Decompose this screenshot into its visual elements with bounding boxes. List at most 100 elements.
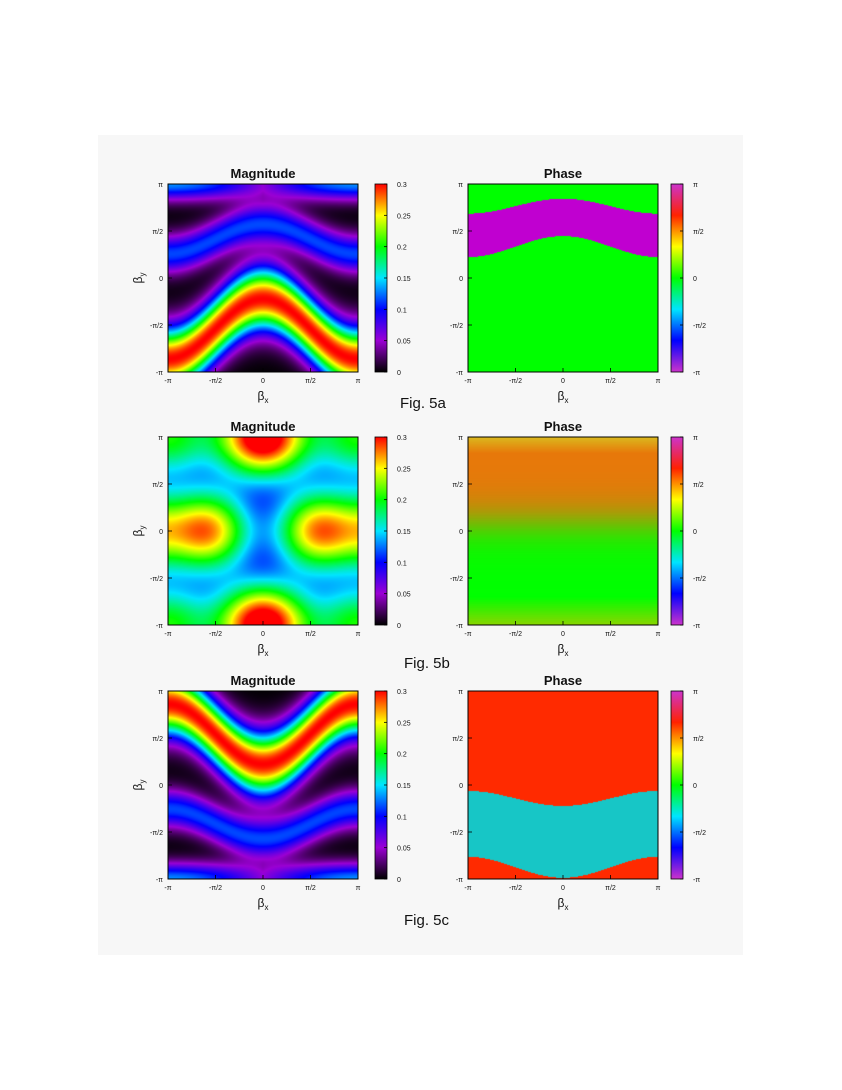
phase-c-x-tick-label: -π [464,885,471,892]
phase-c-colorbar-label: 0 [693,783,697,790]
magnitude-a-y-tick-label: π [158,182,163,189]
phase-b-heatmap [468,437,658,625]
figure-caption: Fig. 5b [404,655,450,672]
magnitude-a-colorbar-label: 0.2 [397,245,407,252]
phase-a-title: Phase [544,166,582,181]
magnitude-b-y-tick-label: -π/2 [150,576,163,583]
magnitude-c-x-tick-label: -π/2 [209,885,222,892]
phase-c-y-tick-label: -π [456,877,463,884]
magnitude-b-y-tick-label: -π [156,623,163,630]
magnitude-a-y-tick-label: -π [156,370,163,377]
magnitude-a-y-tick-label: -π/2 [150,323,163,330]
phase-c-colorbar-label: -π [693,877,700,884]
magnitude-c-x-tick-label: 0 [261,885,265,892]
phase-a-colorbar-label: 0 [693,276,697,283]
phase-c-colorbar-label: π/2 [693,736,704,743]
phase-a-x-tick-label: -π/2 [509,378,522,385]
magnitude-c-colorbar-label: 0.1 [397,814,407,821]
phase-c-y-tick-label: π [458,689,463,696]
phase-c-colorbar-label: π [693,689,698,696]
phase-a-y-tick-label: π [458,182,463,189]
magnitude-c-colorbar-label: 0.05 [397,846,411,853]
phase-a-y-tick-label: 0 [459,276,463,283]
magnitude-a-x-tick-label: 0 [261,378,265,385]
phase-c-title: Phase [544,673,582,688]
magnitude-a-y-tick-label: 0 [159,276,163,283]
phase-a-x-tick-label: π [656,378,661,385]
magnitude-a-x-tick-label: -π/2 [209,378,222,385]
magnitude-c-y-tick-label: -π [156,877,163,884]
magnitude-c-x-tick-label: π [356,885,361,892]
magnitude-b-y-tick-label: π/2 [152,482,163,489]
phase-b-x-tick-label: -π [464,631,471,638]
magnitude-a-colorbar-label: 0.15 [397,276,411,283]
phase-c-x-tick-label: π/2 [605,885,616,892]
magnitude-c-colorbar-label: 0.25 [397,720,411,727]
magnitude-b-colorbar-label: 0.2 [397,498,407,505]
phase-c-x-tick-label: -π/2 [509,885,522,892]
phase-a-x-tick-label: -π [464,378,471,385]
magnitude-b-x-tick-label: 0 [261,631,265,638]
magnitude-c-y-tick-label: π/2 [152,736,163,743]
magnitude-a-ylabel: βy [131,273,147,284]
magnitude-a-colorbar-label: 0.05 [397,339,411,346]
magnitude-c-y-tick-label: 0 [159,783,163,790]
magnitude-b-y-tick-label: π [158,435,163,442]
phase-b-y-tick-label: -π [456,623,463,630]
magnitude-a-x-tick-label: -π [164,378,171,385]
phase-a-y-tick-label: -π [456,370,463,377]
magnitude-b-y-tick-label: 0 [159,529,163,536]
phase-c-y-tick-label: -π/2 [450,830,463,837]
magnitude-a-colorbar-label: 0.1 [397,307,407,314]
phase-c-colorbar-label: -π/2 [693,830,706,837]
magnitude-a-x-tick-label: π/2 [305,378,316,385]
phase-a-colorbar-label: -π/2 [693,323,706,330]
phase-a-x-tick-label: π/2 [605,378,616,385]
phase-a-colorbar-label: π [693,182,698,189]
magnitude-c-colorbar-label: 0 [397,877,401,884]
magnitude-a-title: Magnitude [231,166,296,181]
magnitude-b-colorbar-label: 0.1 [397,560,407,567]
phase-c-y-tick-label: π/2 [452,736,463,743]
phase-b-y-tick-label: π [458,435,463,442]
phase-a-y-tick-label: π/2 [452,229,463,236]
magnitude-a-xlabel: βx [258,389,269,405]
phase-b-colorbar-label: -π/2 [693,576,706,583]
magnitude-a-heatmap [168,184,358,372]
magnitude-b-colorbar-label: 0.05 [397,592,411,599]
phase-a-x-tick-label: 0 [561,378,565,385]
magnitude-b-colorbar-label: 0 [397,623,401,630]
magnitude-c-x-tick-label: π/2 [305,885,316,892]
magnitude-a-x-tick-label: π [356,378,361,385]
magnitude-b-x-tick-label: π/2 [305,631,316,638]
phase-c-heatmap [468,691,658,879]
phase-b-x-tick-label: π/2 [605,631,616,638]
phase-b-xlabel: βx [558,642,569,658]
phase-c-x-tick-label: π [656,885,661,892]
magnitude-b-title: Magnitude [231,419,296,434]
magnitude-b-heatmap [168,437,358,625]
magnitude-b-x-tick-label: π [356,631,361,638]
phase-b-x-tick-label: π [656,631,661,638]
magnitude-a-colorbar-label: 0.25 [397,213,411,220]
magnitude-b-colorbar-label: 0.15 [397,529,411,536]
phase-c-xlabel: βx [558,896,569,912]
magnitude-c-title: Magnitude [231,673,296,688]
phase-a-heatmap [468,184,658,372]
magnitude-c-y-tick-label: -π/2 [150,830,163,837]
phase-a-y-tick-label: -π/2 [450,323,463,330]
phase-c-x-tick-label: 0 [561,885,565,892]
magnitude-b-ylabel: βy [131,526,147,537]
magnitude-b-colorbar-label: 0.3 [397,435,407,442]
phase-b-x-tick-label: 0 [561,631,565,638]
figure-caption: Fig. 5c [404,912,450,929]
magnitude-b-x-tick-label: -π [164,631,171,638]
magnitude-c-y-tick-label: π [158,689,163,696]
phase-b-y-tick-label: -π/2 [450,576,463,583]
phase-a-colorbar-label: π/2 [693,229,704,236]
magnitude-c-ylabel: βy [131,780,147,791]
magnitude-c-colorbar-label: 0.2 [397,752,407,759]
magnitude-c-heatmap [168,691,358,879]
figure-caption: Fig. 5a [400,395,447,412]
